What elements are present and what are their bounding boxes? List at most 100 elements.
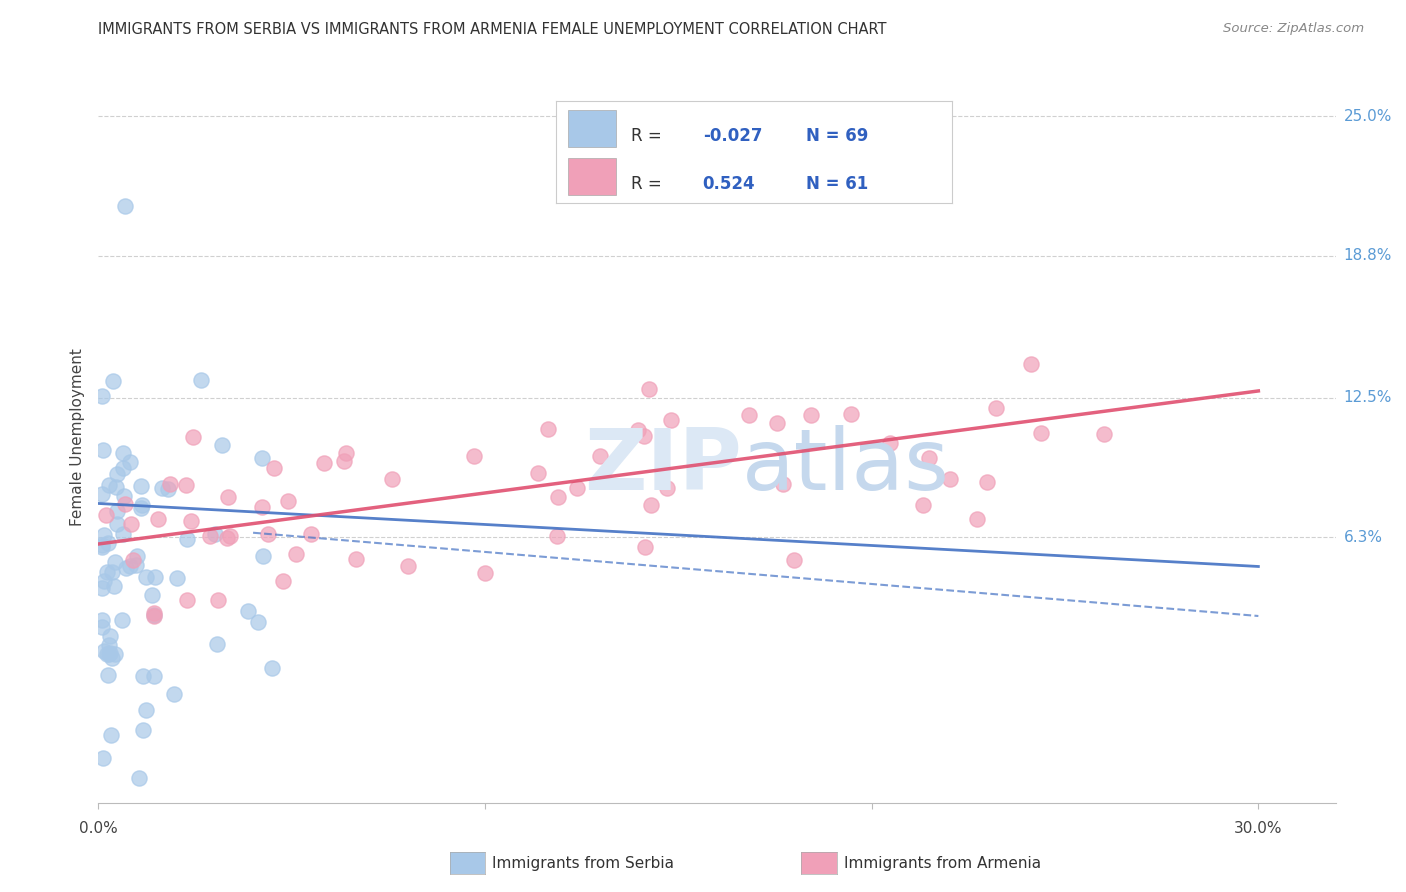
Point xyxy=(143,669,166,683)
Point xyxy=(127,549,149,564)
Point xyxy=(640,498,662,512)
Point xyxy=(91,442,114,457)
Point xyxy=(114,496,136,510)
Point xyxy=(250,450,273,465)
Point xyxy=(284,548,307,562)
Point xyxy=(120,517,142,532)
Point xyxy=(546,529,568,543)
Point xyxy=(122,553,145,567)
Point xyxy=(198,529,221,543)
Point xyxy=(589,449,612,463)
Point xyxy=(236,604,259,618)
Point xyxy=(655,481,678,495)
Point xyxy=(335,446,357,460)
Point xyxy=(103,579,125,593)
Point xyxy=(142,608,165,623)
Point xyxy=(98,638,121,652)
Point xyxy=(91,750,114,764)
Point xyxy=(132,668,155,682)
Text: R =: R = xyxy=(631,175,668,193)
Point xyxy=(207,592,229,607)
Point xyxy=(101,566,124,580)
Point xyxy=(176,593,198,607)
Point xyxy=(772,477,794,491)
Point xyxy=(101,650,124,665)
Point xyxy=(105,503,128,517)
Point xyxy=(257,526,280,541)
Text: N = 69: N = 69 xyxy=(806,127,868,145)
Point xyxy=(215,531,238,545)
Text: Immigrants from Serbia: Immigrants from Serbia xyxy=(492,856,673,871)
Point xyxy=(91,582,114,596)
Point xyxy=(93,644,115,658)
Point xyxy=(96,647,118,661)
Point xyxy=(659,412,682,426)
Point xyxy=(783,553,806,567)
Point xyxy=(111,613,134,627)
Point xyxy=(211,438,233,452)
Point xyxy=(800,408,823,422)
Point xyxy=(312,456,335,470)
Point xyxy=(204,527,226,541)
Point xyxy=(537,421,560,435)
Text: 0.524: 0.524 xyxy=(703,175,755,193)
Point xyxy=(131,498,153,512)
Point xyxy=(128,771,150,785)
Point xyxy=(166,571,188,585)
Point xyxy=(97,647,120,661)
Point xyxy=(271,574,294,589)
Text: atlas: atlas xyxy=(742,425,950,508)
Point xyxy=(879,436,901,450)
Text: IMMIGRANTS FROM SERBIA VS IMMIGRANTS FROM ARMENIA FEMALE UNEMPLOYMENT CORRELATIO: IMMIGRANTS FROM SERBIA VS IMMIGRANTS FRO… xyxy=(98,22,887,37)
Point xyxy=(105,467,128,481)
Point xyxy=(111,461,134,475)
Point xyxy=(96,508,118,522)
Point xyxy=(463,450,485,464)
Point xyxy=(91,487,114,501)
Point xyxy=(190,374,212,388)
Point xyxy=(183,430,205,444)
Point xyxy=(129,500,152,515)
Point xyxy=(103,374,125,388)
Point xyxy=(911,499,934,513)
Point xyxy=(98,629,121,643)
Bar xyxy=(568,158,616,194)
Text: 12.5%: 12.5% xyxy=(1344,390,1392,405)
Point xyxy=(567,482,589,496)
Point xyxy=(93,574,115,588)
Point xyxy=(217,491,239,505)
Point xyxy=(180,515,202,529)
Y-axis label: Female Unemployment: Female Unemployment xyxy=(69,348,84,526)
Point xyxy=(96,566,118,580)
Point xyxy=(219,529,242,543)
Point xyxy=(135,570,157,584)
Point xyxy=(474,566,496,581)
Point xyxy=(91,620,114,634)
Text: R =: R = xyxy=(631,127,668,145)
Point xyxy=(104,647,127,661)
Point xyxy=(1031,426,1053,441)
Point xyxy=(246,615,269,629)
Point xyxy=(141,588,163,602)
Point xyxy=(984,401,1007,415)
Point xyxy=(97,535,120,549)
Point xyxy=(93,528,115,542)
Point xyxy=(148,511,170,525)
Point xyxy=(396,559,419,574)
Text: 0.0%: 0.0% xyxy=(79,821,118,836)
Point xyxy=(91,540,114,554)
Point xyxy=(143,606,166,620)
Bar xyxy=(568,110,616,146)
Point xyxy=(125,558,148,572)
Point xyxy=(159,477,181,491)
Point xyxy=(627,423,650,437)
Point xyxy=(252,549,274,564)
Point xyxy=(634,540,657,554)
Point xyxy=(163,687,186,701)
Text: ZIP: ZIP xyxy=(583,425,742,508)
Point xyxy=(333,453,356,467)
Point xyxy=(143,569,166,583)
Point xyxy=(98,478,121,492)
Point xyxy=(263,461,285,475)
Point xyxy=(547,490,569,504)
